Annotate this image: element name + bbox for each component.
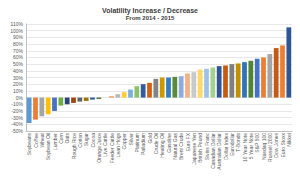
svg-text:Lumber: Lumber bbox=[52, 133, 58, 150]
svg-text:Dow Jones: Dow Jones bbox=[273, 133, 279, 158]
svg-text:20%: 20% bbox=[13, 81, 24, 87]
svg-text:Crude Oil: Crude Oil bbox=[153, 133, 159, 154]
svg-text:100%: 100% bbox=[10, 28, 23, 34]
svg-text:Dollar Index: Dollar Index bbox=[223, 133, 229, 160]
svg-text:Silver: Silver bbox=[128, 133, 134, 146]
svg-text:Platinum: Platinum bbox=[134, 133, 140, 152]
svg-text:Gold: Gold bbox=[147, 133, 153, 144]
svg-text:10 Year Note: 10 Year Note bbox=[242, 133, 248, 162]
svg-text:0%: 0% bbox=[16, 95, 24, 101]
svg-text:Corn: Corn bbox=[58, 133, 64, 144]
svg-text:5 Year Note: 5 Year Note bbox=[248, 133, 254, 159]
svg-text:Coffee: Coffee bbox=[33, 133, 39, 148]
svg-text:40%: 40% bbox=[13, 68, 24, 74]
svg-text:Nasdaq 100: Nasdaq 100 bbox=[261, 133, 267, 160]
svg-text:Lean Hogs: Lean Hogs bbox=[115, 133, 121, 158]
svg-text:70%: 70% bbox=[13, 48, 24, 54]
svg-text:Live Cattle: Live Cattle bbox=[102, 133, 108, 157]
svg-text:Japanese Yen: Japanese Yen bbox=[191, 133, 197, 165]
svg-text:Oats: Oats bbox=[64, 133, 70, 144]
svg-text:Orange Juice: Orange Juice bbox=[96, 133, 102, 163]
svg-text:Soybean Oil: Soybean Oil bbox=[45, 133, 51, 160]
svg-text:Volatility Increase / Decrease: Volatility Increase / Decrease bbox=[102, 7, 198, 15]
svg-text:Natural Gas: Natural Gas bbox=[172, 133, 178, 160]
svg-text:Soybeans: Soybeans bbox=[26, 133, 32, 156]
svg-text:-40%: -40% bbox=[11, 121, 23, 127]
svg-text:Feeder Cattle: Feeder Cattle bbox=[109, 133, 115, 164]
svg-text:Gasoline: Gasoline bbox=[166, 133, 172, 153]
svg-text:60%: 60% bbox=[13, 54, 24, 60]
svg-text:From 2014 - 2015: From 2014 - 2015 bbox=[126, 15, 175, 21]
svg-text:T-Bonds: T-Bonds bbox=[235, 133, 241, 152]
svg-text:Canadian Dollar: Canadian Dollar bbox=[210, 133, 216, 169]
svg-text:80%: 80% bbox=[13, 41, 24, 47]
svg-text:Cotton: Cotton bbox=[77, 133, 83, 148]
svg-text:Heating Oil: Heating Oil bbox=[159, 133, 165, 158]
svg-text:110%: 110% bbox=[11, 21, 24, 27]
svg-text:Swiss Franc: Swiss Franc bbox=[204, 133, 210, 161]
svg-text:Australian Dollar: Australian Dollar bbox=[216, 133, 222, 170]
svg-text:Nikkei: Nikkei bbox=[286, 133, 292, 147]
svg-text:90%: 90% bbox=[13, 34, 24, 40]
svg-text:Cocoa: Cocoa bbox=[90, 133, 96, 148]
svg-text:-20%: -20% bbox=[11, 108, 23, 114]
svg-text:Euro FX: Euro FX bbox=[185, 132, 191, 151]
svg-text:S&P 500: S&P 500 bbox=[254, 133, 260, 153]
svg-text:-30%: -30% bbox=[11, 115, 23, 121]
svg-text:Russell 2000: Russell 2000 bbox=[267, 133, 273, 162]
svg-text:-50%: -50% bbox=[11, 128, 23, 134]
svg-text:Brent Crude: Brent Crude bbox=[178, 133, 184, 160]
svg-text:British Pound: British Pound bbox=[197, 133, 203, 163]
svg-text:Wheat: Wheat bbox=[39, 132, 45, 147]
svg-text:Euro Stoxx: Euro Stoxx bbox=[280, 133, 286, 158]
svg-text:10%: 10% bbox=[13, 88, 24, 94]
svg-text:Palladium: Palladium bbox=[140, 133, 146, 155]
svg-text:50%: 50% bbox=[13, 61, 24, 67]
svg-text:-10%: -10% bbox=[11, 101, 23, 107]
svg-text:30%: 30% bbox=[13, 75, 24, 81]
svg-text:Copper: Copper bbox=[121, 133, 127, 150]
svg-text:Sugar: Sugar bbox=[83, 133, 89, 147]
svg-text:Rough Rice: Rough Rice bbox=[71, 133, 77, 159]
svg-text:Eurodollar: Eurodollar bbox=[229, 133, 235, 156]
